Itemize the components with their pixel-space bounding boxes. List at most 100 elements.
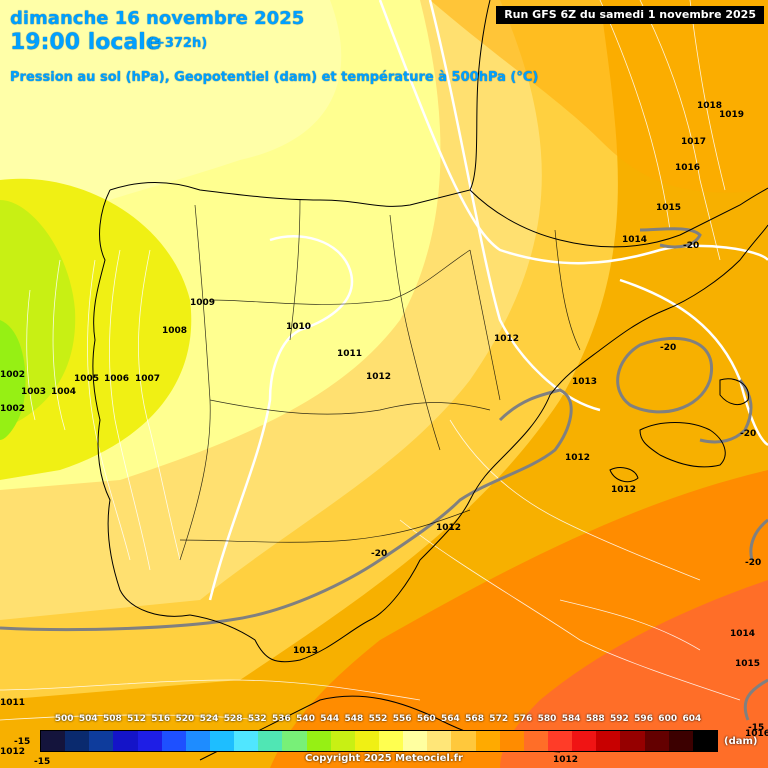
legend-swatch xyxy=(475,731,500,751)
map-subtitle: Pression au sol (hPa), Geopotentiel (dam… xyxy=(10,70,539,85)
legend-swatch xyxy=(668,731,693,751)
forecast-time: 19:00 locale xyxy=(10,30,161,55)
legend-swatch xyxy=(596,731,621,751)
legend-swatch xyxy=(65,731,90,751)
legend-tick: 588 xyxy=(585,714,605,724)
isobar-label: 1002 xyxy=(0,370,25,380)
legend-tick: 580 xyxy=(537,714,557,724)
temperature-label: -20 xyxy=(660,343,676,353)
temperature-label: -20 xyxy=(740,429,756,439)
copyright-text: Copyright 2025 Meteociel.fr xyxy=(305,753,463,764)
isobar-label: 1011 xyxy=(0,698,25,708)
field-556b xyxy=(0,0,342,200)
legend-swatch xyxy=(692,731,717,751)
legend-ticks: 500 504 508 512 516 520 524 528 532 536 540 544 548 5… xyxy=(55,714,736,728)
isobar-label: 1008 xyxy=(162,326,187,336)
legend-swatch xyxy=(137,731,162,751)
lead-time: (+372h) xyxy=(148,36,208,51)
legend-swatch xyxy=(572,731,597,751)
legend-swatch xyxy=(403,731,428,751)
run-info-badge: Run GFS 6Z du samedi 1 novembre 2025 xyxy=(496,6,764,24)
legend-tick: 536 xyxy=(272,714,291,724)
isobar-label: 1003 xyxy=(21,387,46,397)
legend-swatch xyxy=(113,731,138,751)
legend-tick: 592 xyxy=(610,714,629,724)
legend-tick: 528 xyxy=(223,714,243,724)
legend-swatch xyxy=(451,731,476,751)
legend-tick: 556 xyxy=(392,714,412,724)
legend-swatch xyxy=(282,731,307,751)
legend-swatch xyxy=(89,731,114,751)
legend-tick: 564 xyxy=(441,714,460,724)
forecast-date: dimanche 16 novembre 2025 xyxy=(10,8,305,29)
isobar-label: 1018 xyxy=(697,101,722,111)
legend-swatch xyxy=(644,731,669,751)
isobar-label: 1016 xyxy=(675,163,700,173)
legend-swatch xyxy=(234,731,259,751)
legend-tick: 576 xyxy=(513,714,533,724)
geopotential-lines xyxy=(208,0,768,601)
isobar-label: 1012 xyxy=(494,334,519,344)
isobar-label: 1004 xyxy=(51,387,76,397)
legend-tick: 520 xyxy=(175,714,195,724)
legend-swatch xyxy=(185,731,210,751)
isobar-label: 1012 xyxy=(366,372,391,382)
legend-swatch xyxy=(499,731,524,751)
isobar-label: 1007 xyxy=(135,374,160,384)
legend-tick: 504 xyxy=(78,714,98,724)
legend-tick: 552 xyxy=(368,714,388,724)
field-544 xyxy=(0,320,26,440)
isobar-label: 1012 xyxy=(0,747,25,757)
isobar-label: 1014 xyxy=(622,235,647,245)
isobar-label: 1014 xyxy=(730,629,755,639)
legend-swatch xyxy=(354,731,379,751)
legend-tick: 568 xyxy=(465,714,484,724)
isobar-label: 1012 xyxy=(565,453,590,463)
isobar-label: 1016 xyxy=(745,729,768,739)
legend-swatch xyxy=(523,731,548,751)
isobar-label: 1013 xyxy=(293,646,318,656)
isobar-label: 1012 xyxy=(611,485,636,495)
legend-swatch xyxy=(41,731,66,751)
temperature-label: -15 xyxy=(14,737,30,747)
isobar-label: 1017 xyxy=(681,137,706,147)
legend-tick: 524 xyxy=(199,714,219,724)
region-borders xyxy=(179,199,581,561)
legend-tick: 544 xyxy=(320,714,340,724)
legend-unit: (dam) xyxy=(724,736,758,747)
legend-tick: 508 xyxy=(103,714,122,724)
isobar-label: 1002 xyxy=(0,404,25,414)
legend-tick: 516 xyxy=(151,714,171,724)
temperature-label: -20 xyxy=(745,558,761,568)
legend-tick: 548 xyxy=(344,714,364,724)
isobar-label: 1012 xyxy=(436,523,461,533)
legend-color-bar xyxy=(40,730,718,752)
isobar-label: 1019 xyxy=(719,110,744,120)
legend-tick: 572 xyxy=(489,714,509,724)
isobar-label: 1013 xyxy=(572,377,597,387)
legend-tick: 584 xyxy=(561,714,581,724)
legend-swatch xyxy=(161,731,186,751)
legend-swatch xyxy=(620,731,645,751)
legend-swatch xyxy=(258,731,283,751)
isobar-label: 1011 xyxy=(337,349,362,359)
legend-tick: 604 xyxy=(682,714,702,724)
legend-swatch xyxy=(209,731,235,751)
legend-swatch xyxy=(330,731,355,751)
isobar-label: 1012 xyxy=(553,755,578,765)
temperature-label: -20 xyxy=(683,241,699,251)
legend-swatch xyxy=(427,731,452,751)
isobar-label: 1015 xyxy=(656,203,681,213)
legend-tick: 560 xyxy=(416,714,436,724)
legend-swatch xyxy=(306,731,331,751)
temperature-isotherms xyxy=(0,227,768,721)
temperature-label: -15 xyxy=(34,757,50,767)
temperature-label: -20 xyxy=(371,549,387,559)
legend-tick: 540 xyxy=(296,714,315,724)
legend-tick: 596 xyxy=(634,714,653,724)
field-580 xyxy=(500,580,768,768)
legend-swatch xyxy=(547,731,573,751)
isobar-label: 1009 xyxy=(190,298,215,308)
field-572 xyxy=(430,0,768,193)
